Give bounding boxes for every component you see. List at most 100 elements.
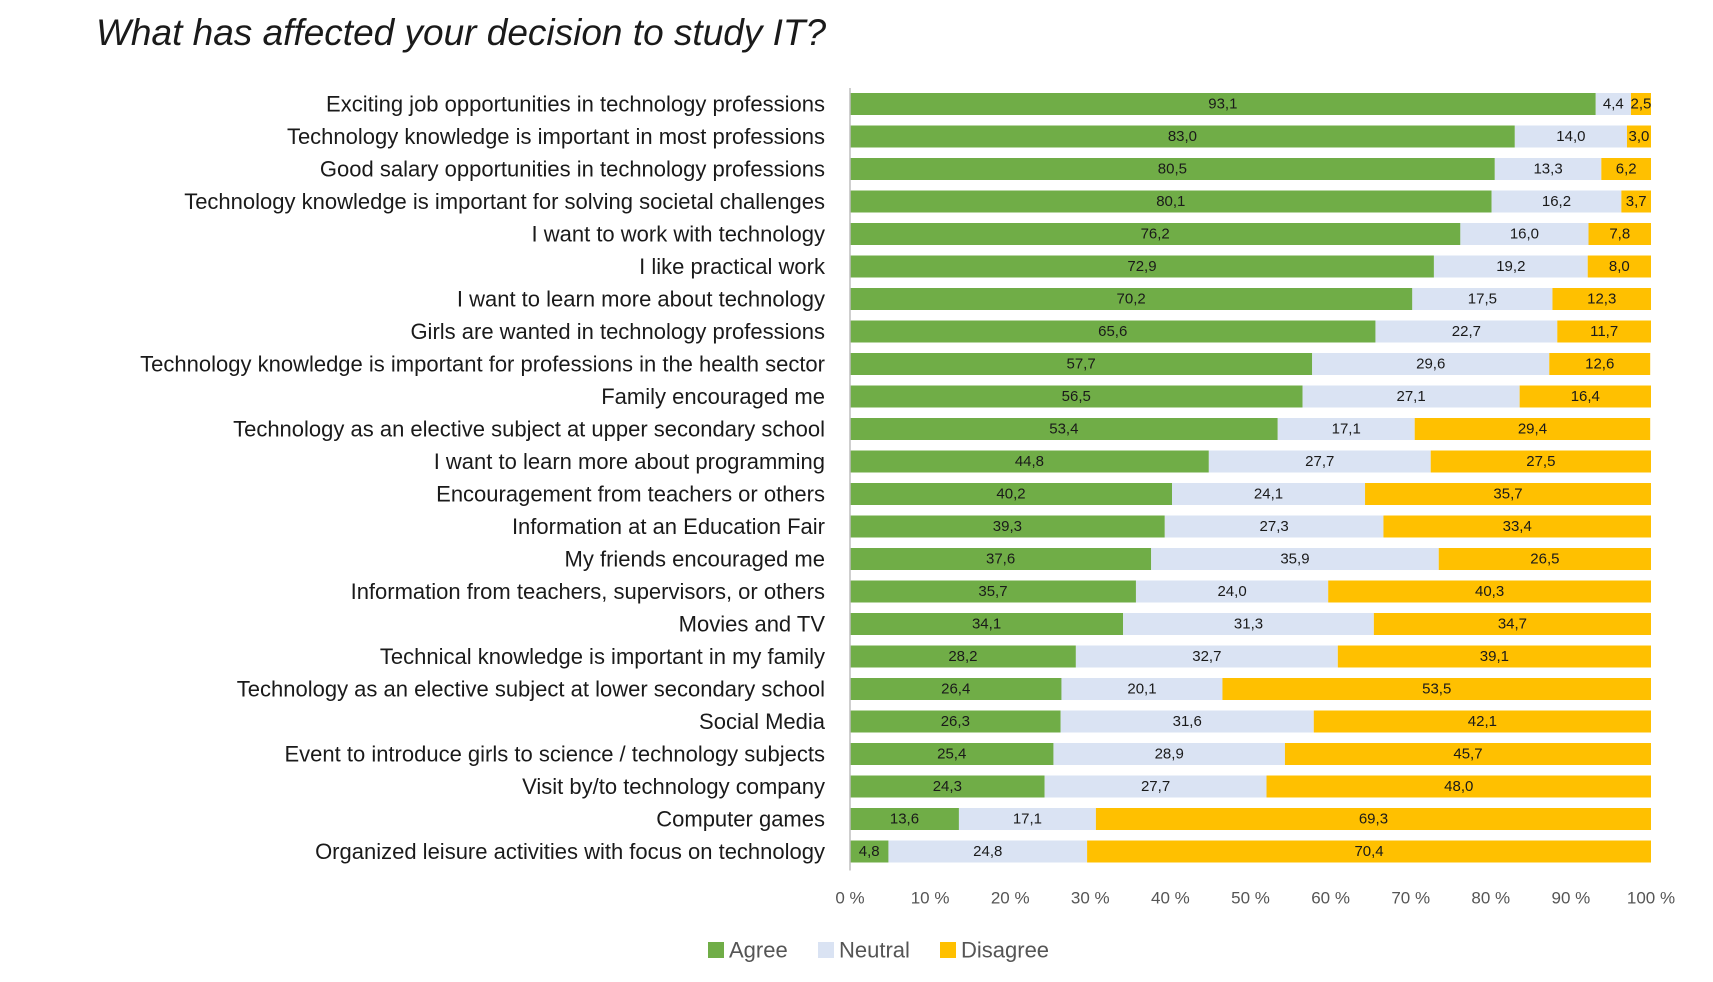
bar-segment-agree [850, 483, 1173, 505]
data-label: 35,7 [1493, 486, 1522, 503]
bar-segment-agree [850, 775, 1045, 798]
data-label: 32,7 [1192, 648, 1221, 665]
bar-segment-disagree [1626, 125, 1651, 148]
bar-segment-disagree [1519, 385, 1651, 408]
bar-segment-neutral [1053, 743, 1285, 765]
bar-segment-neutral [1135, 580, 1329, 603]
data-label: 57,7 [1066, 356, 1095, 373]
category-label: Organized leisure activities with focus … [315, 839, 825, 864]
data-label: 31,3 [1234, 616, 1263, 633]
data-label: 34,1 [972, 616, 1001, 633]
bar-segment-disagree [1438, 548, 1651, 570]
bar-segment-disagree [1095, 808, 1651, 830]
data-label: 70,2 [1117, 291, 1146, 308]
data-label: 24,3 [933, 778, 962, 795]
bar-segment-agree [850, 93, 1596, 115]
bar-segment-disagree [1373, 613, 1651, 635]
data-label: 39,1 [1480, 648, 1509, 665]
data-label: 27,7 [1305, 453, 1334, 470]
data-label: 4,8 [859, 843, 880, 860]
data-label: 17,1 [1332, 421, 1361, 438]
bar-segment-neutral [1595, 93, 1631, 115]
data-label: 24,1 [1254, 486, 1283, 503]
bar-segment-agree [850, 450, 1209, 473]
data-label: 12,3 [1587, 291, 1616, 308]
bar-segment-neutral [1164, 515, 1384, 538]
data-label: 25,4 [937, 746, 966, 763]
data-label: 17,5 [1468, 291, 1497, 308]
data-label: 28,2 [948, 648, 977, 665]
data-label: 35,7 [978, 583, 1007, 600]
data-label: 72,9 [1127, 258, 1156, 275]
data-label: 35,9 [1280, 551, 1309, 568]
bar-segment-disagree [1630, 93, 1651, 115]
bar-segment-agree [850, 515, 1165, 538]
bar-segment-disagree [1588, 223, 1651, 245]
bar-segment-agree [850, 320, 1376, 343]
data-label: 40,3 [1475, 583, 1504, 600]
bar-segment-agree [850, 710, 1061, 733]
data-label: 4,4 [1603, 96, 1624, 113]
bar-segment-neutral [1277, 418, 1415, 440]
data-label: 26,5 [1530, 551, 1559, 568]
data-label: 26,4 [941, 681, 970, 698]
data-label: 13,6 [890, 811, 919, 828]
bar-segment-disagree [1621, 190, 1651, 213]
data-label: 24,8 [973, 843, 1002, 860]
legend: Agree Neutral Disagree [708, 938, 1049, 963]
bar-segment-agree [850, 288, 1413, 310]
bar-segment-neutral [1412, 288, 1553, 310]
category-label: Computer games [656, 807, 825, 832]
data-label: 93,1 [1208, 96, 1237, 113]
bar-segment-neutral [1460, 223, 1589, 245]
bar-segment-disagree [1430, 450, 1651, 473]
data-label: 27,5 [1526, 453, 1555, 470]
category-label: I like practical work [639, 254, 826, 279]
chart-title: What has affected your decision to study… [96, 12, 827, 53]
category-label: Encouragement from teachers or others [436, 482, 825, 507]
data-label: 80,5 [1158, 161, 1187, 178]
bar-segment-disagree [1383, 515, 1651, 538]
x-tick-label: 90 % [1552, 889, 1591, 908]
data-label: 42,1 [1468, 713, 1497, 730]
x-tick-label: 70 % [1391, 889, 1430, 908]
bar-segment-agree [850, 353, 1313, 375]
bar-segment-neutral [1208, 450, 1431, 473]
data-label: 11,7 [1590, 323, 1618, 340]
category-label: Good salary opportunities in technology … [320, 157, 825, 182]
bar-segment-disagree [1337, 645, 1651, 668]
bar-segment-neutral [1494, 158, 1602, 180]
bar-segment-disagree [1557, 320, 1651, 343]
x-tick-label: 20 % [991, 889, 1030, 908]
data-label: 16,4 [1571, 388, 1600, 405]
bar-segment-disagree [1087, 840, 1651, 863]
category-label: Information from teachers, supervisors, … [351, 579, 825, 604]
x-tick-label: 40 % [1151, 889, 1190, 908]
category-label: Family encouraged me [601, 384, 825, 409]
bars: 93,1 4,4 2,5 83,0 14,0 3,0 80,5 13,3 6,2 80,1 16,2… [850, 93, 1651, 863]
data-label: 29,6 [1416, 356, 1445, 373]
category-label: Event to introduce girls to science / te… [284, 742, 825, 767]
x-axis: 0 % 10 % 20 % 30 % 40 % 50 % 60 % 70 % 80 % 90 % 1… [835, 88, 1675, 908]
bar-segment-disagree [1222, 678, 1651, 700]
bar-segment-disagree [1601, 158, 1651, 180]
x-tick-label: 60 % [1311, 889, 1350, 908]
data-label: 24,0 [1217, 583, 1246, 600]
bar-segment-agree [850, 678, 1062, 700]
data-label: 40,2 [996, 486, 1025, 503]
data-label: 33,4 [1503, 518, 1532, 535]
data-label: 8,0 [1609, 258, 1630, 275]
bar-segment-neutral [1075, 645, 1338, 668]
data-label: 45,7 [1453, 746, 1482, 763]
x-tick-label: 50 % [1231, 889, 1270, 908]
category-label: Technology as an elective subject at upp… [233, 417, 825, 442]
bar-segment-neutral [1302, 385, 1520, 408]
category-label: Visit by/to technology company [522, 774, 825, 799]
data-label: 27,7 [1141, 778, 1170, 795]
bar-segment-neutral [1491, 190, 1622, 213]
bar-segment-disagree [1284, 743, 1651, 765]
bar-segment-agree [850, 613, 1124, 635]
data-label: 12,6 [1585, 356, 1614, 373]
data-label: 31,6 [1173, 713, 1202, 730]
